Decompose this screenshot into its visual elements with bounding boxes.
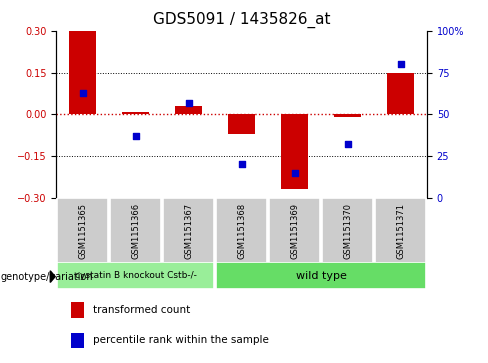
Bar	[71, 333, 84, 348]
Point	[344, 142, 351, 147]
Text: GSM1151369: GSM1151369	[290, 203, 299, 258]
Bar	[71, 302, 84, 318]
Bar	[216, 198, 267, 263]
Text: cystatin B knockout Cstb-/-: cystatin B knockout Cstb-/-	[75, 271, 197, 280]
Text: GSM1151366: GSM1151366	[131, 203, 140, 258]
Text: GSM1151371: GSM1151371	[396, 203, 405, 258]
Point	[238, 162, 245, 167]
Point	[79, 90, 86, 95]
Point	[132, 133, 140, 139]
Bar	[58, 262, 214, 289]
Bar	[57, 198, 108, 263]
Text: GSM1151365: GSM1151365	[78, 203, 87, 258]
Text: transformed count: transformed count	[93, 305, 190, 315]
Bar	[334, 114, 361, 117]
Bar	[163, 198, 214, 263]
Point	[184, 100, 192, 106]
Polygon shape	[50, 271, 55, 282]
Bar	[110, 198, 161, 263]
Text: GSM1151367: GSM1151367	[184, 203, 193, 258]
Bar	[269, 198, 320, 263]
Bar	[322, 198, 373, 263]
Bar	[281, 114, 308, 189]
Bar	[69, 31, 96, 114]
Title: GDS5091 / 1435826_at: GDS5091 / 1435826_at	[153, 12, 330, 28]
Text: wild type: wild type	[296, 270, 346, 281]
Point	[291, 170, 299, 176]
Bar	[216, 262, 426, 289]
Point	[397, 61, 405, 67]
Text: GSM1151370: GSM1151370	[343, 203, 352, 258]
Bar	[122, 111, 149, 114]
Bar	[175, 106, 202, 114]
Text: genotype/variation: genotype/variation	[1, 272, 94, 282]
Bar	[375, 198, 426, 263]
Text: percentile rank within the sample: percentile rank within the sample	[93, 335, 269, 346]
Bar	[387, 73, 414, 114]
Bar	[228, 114, 255, 134]
Text: GSM1151368: GSM1151368	[237, 203, 246, 258]
